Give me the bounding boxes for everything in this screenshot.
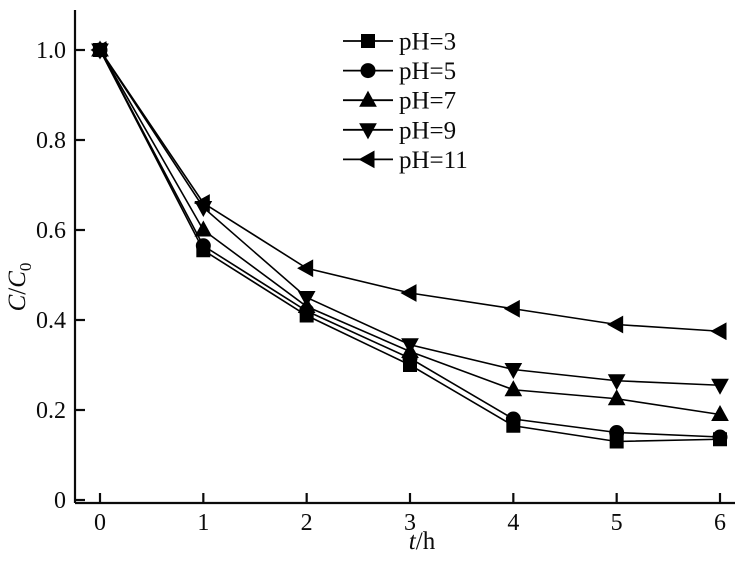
legend-item-ph-11 [343,150,393,169]
series-marker-ph-9 [607,374,626,391]
series-marker-ph-5 [195,238,211,254]
legend-marker-triangle-left-icon [358,150,375,169]
x-label-unit: /h [415,528,436,555]
series-marker-ph-7 [607,389,626,406]
x-axis-label: t/h [382,527,462,557]
series-marker-ph-9 [297,291,316,308]
series-marker-ph-5 [609,425,625,440]
series-marker-ph-5 [712,429,728,445]
series-marker-ph-11 [400,284,417,302]
series-marker-ph-11 [503,299,520,318]
series-marker-ph-7 [504,380,523,397]
series-marker-ph-7 [194,220,213,237]
y-label-slash: / [4,287,31,295]
legend-item-ph-3 [343,34,393,48]
series-marker-ph-9 [504,363,523,380]
legend-marker-circle-icon [360,63,376,79]
x-tick-label: 3 [404,510,416,536]
x-tick-label: 5 [611,510,623,536]
legend-marker-square-icon [361,34,375,48]
series-marker-ph-11 [90,41,107,59]
y-label-denominator: C [4,271,31,288]
series-marker-ph-9 [711,378,729,395]
legend-item-ph-7 [343,90,393,107]
y-label-numerator: C [4,294,31,312]
legend-item-ph-9 [343,123,393,140]
series-marker-ph-5 [505,411,521,427]
y-label-subscript: 0 [16,262,35,272]
series-marker-ph-11 [297,259,314,278]
legend-item-ph-5 [343,63,393,79]
series-marker-ph-11 [607,315,624,334]
y-tick-label: 0.8 [36,128,66,154]
y-tick-label: 0.6 [36,218,66,244]
y-tick-label: 0 [54,488,66,514]
x-tick-label: 0 [94,510,106,536]
legend-marker-triangle-up-icon [359,90,377,107]
legend-label: pH=3 [399,29,456,56]
y-tick-label: 0.4 [36,308,66,334]
legend-label: pH=7 [399,88,456,115]
x-tick-label: 1 [197,510,209,536]
x-tick-label: 4 [507,510,519,536]
x-tick-label: 2 [301,510,313,536]
x-tick-label: 6 [714,510,726,536]
legend-label: pH=5 [399,58,456,85]
y-tick-label: 0.2 [36,398,66,424]
y-axis-label: C/C0 [3,217,35,357]
y-tick-label: 1.0 [36,38,66,64]
series-marker-ph-7 [711,404,729,421]
series-marker-ph-11 [193,194,210,212]
legend-marker-triangle-down-icon [359,123,377,140]
x-label-variable: t [408,528,416,555]
legend-label: pH=9 [399,117,456,144]
series-marker-ph-11 [710,322,727,341]
legend-label: pH=11 [399,147,468,174]
series-marker-ph-9 [401,338,419,355]
